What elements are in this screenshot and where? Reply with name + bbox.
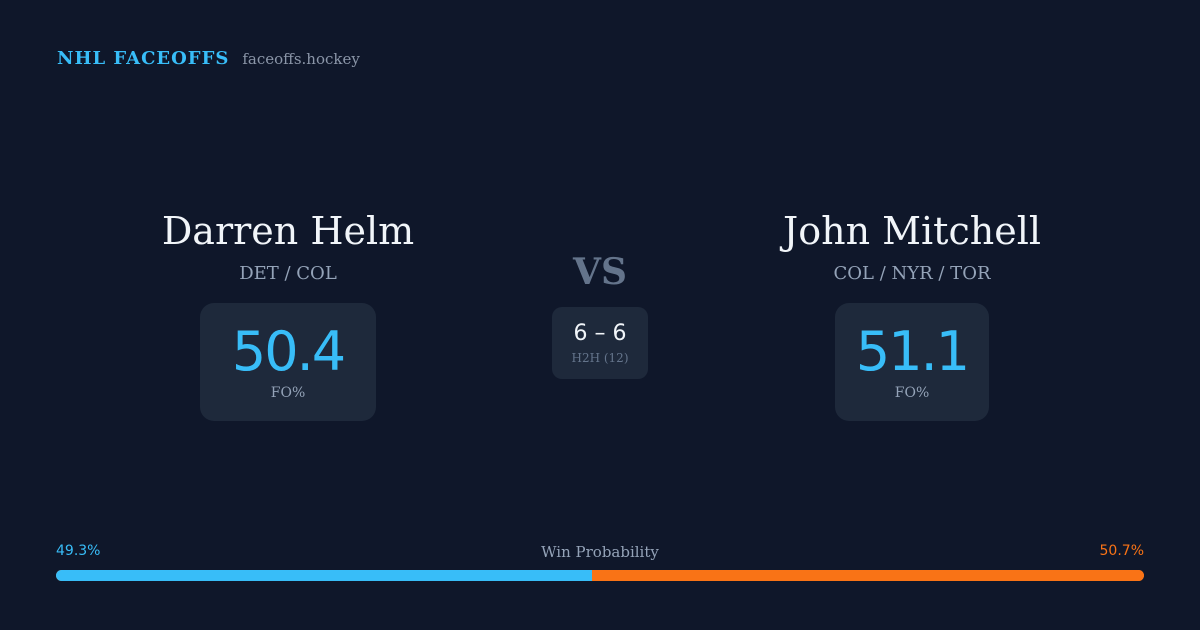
player-right-fo-card: 51.1 FO% <box>835 303 989 421</box>
win-probability-labels: 49.3% Win Probability 50.7% <box>56 543 1144 563</box>
h2h-score: 6 – 6 <box>573 321 627 346</box>
player-left-fo-value: 50.4 <box>231 320 346 383</box>
player-right-panel: John Mitchell COL / NYR / TOR 51.1 FO% <box>712 205 1112 421</box>
win-probability-bar-left <box>56 570 593 581</box>
player-left-teams: DET / COL <box>239 263 337 284</box>
player-left-fo-card: 50.4 FO% <box>200 303 376 421</box>
player-left-panel: Darren Helm DET / COL 50.4 FO% <box>88 205 488 421</box>
player-right-teams: COL / NYR / TOR <box>833 263 991 284</box>
brand-header: NHL FACEOFFS faceoffs.hockey <box>57 48 360 69</box>
brand-url: faceoffs.hockey <box>242 50 360 68</box>
brand-name: NHL FACEOFFS <box>57 48 230 69</box>
player-right-fo-label: FO% <box>894 385 930 401</box>
h2h-label: H2H (12) <box>571 351 629 365</box>
win-probability-bar-right <box>592 570 1144 581</box>
win-probability-title: Win Probability <box>541 543 659 561</box>
win-probability-left-value: 49.3% <box>56 543 101 559</box>
win-probability-bar <box>56 570 1144 581</box>
head-to-head-card: 6 – 6 H2H (12) <box>552 307 648 379</box>
vs-label: VS <box>573 251 627 293</box>
player-left-fo-label: FO% <box>270 385 306 401</box>
player-right-fo-value: 51.1 <box>855 320 970 383</box>
player-right-name: John Mitchell <box>782 209 1042 253</box>
win-probability-right-value: 50.7% <box>1099 543 1144 559</box>
player-left-name: Darren Helm <box>161 209 415 253</box>
